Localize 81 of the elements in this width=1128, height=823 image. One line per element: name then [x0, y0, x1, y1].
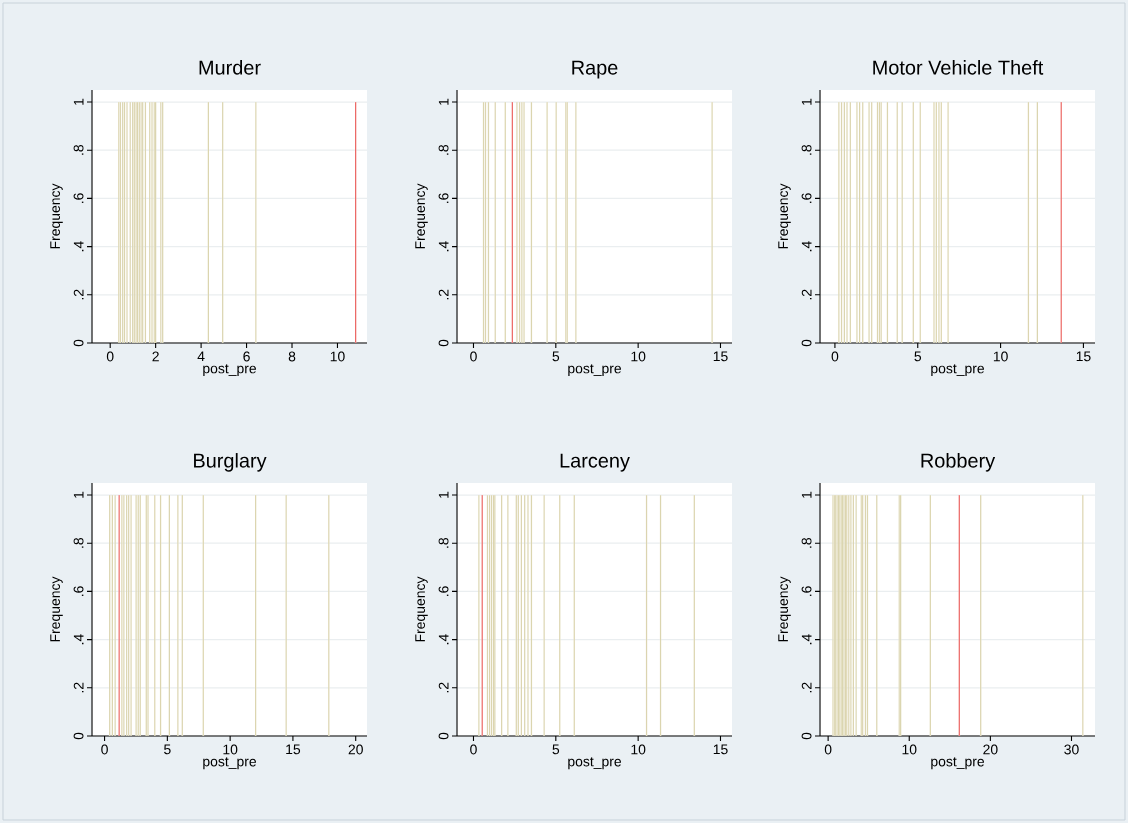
chart-title: Larceny [560, 453, 630, 472]
y-tick-label: .2 [438, 682, 449, 693]
y-tick-label: .8 [438, 145, 449, 155]
y-tick-label: .8 [801, 538, 812, 548]
x-tick-label: 5 [552, 744, 560, 755]
y-tick-label: 1 [73, 491, 84, 498]
y-tick-label: .2 [801, 289, 812, 300]
x-tick-label: 5 [164, 744, 171, 755]
chart-title: Burglary [194, 453, 267, 472]
x-tick-label: 5 [552, 351, 560, 362]
x-tick-label: 8 [288, 351, 296, 362]
x-axis-title: post_pre [931, 757, 985, 770]
x-tick-label: 0 [824, 744, 832, 755]
x-tick-label: 5 [914, 351, 922, 362]
y-tick-label: .4 [438, 634, 449, 645]
y-tick-label: .8 [438, 538, 449, 548]
x-tick-label: 10 [993, 351, 1008, 362]
y-tick-label: .6 [438, 586, 449, 596]
y-axis-title: Frequency [50, 576, 63, 642]
y-tick-label: .2 [801, 682, 812, 693]
x-tick-label: 10 [631, 351, 646, 362]
y-tick-label: .8 [73, 538, 84, 548]
y-tick-label: .2 [438, 289, 449, 300]
x-tick-label: 10 [902, 744, 917, 755]
x-tick-label: 15 [713, 351, 728, 362]
chart-title: Rape [572, 60, 618, 79]
x-axis-title: post_pre [203, 757, 257, 770]
y-tick-label: 1 [801, 98, 812, 105]
x-tick-label: 20 [348, 744, 363, 755]
chart-title: Murder [199, 60, 261, 75]
x-tick-label: 0 [101, 744, 108, 755]
x-axis-title: post_pre [931, 364, 985, 377]
x-axis-title: post_pre [568, 757, 622, 770]
y-tick-label: .4 [73, 634, 84, 645]
y-tick-label: 0 [438, 339, 449, 347]
chart-title: Robbery [921, 453, 996, 472]
x-tick-label: 2 [152, 351, 159, 362]
y-tick-label: 1 [801, 491, 812, 498]
y-tick-label: .6 [801, 586, 812, 596]
y-axis-title: Frequency [415, 576, 428, 642]
y-tick-label: .6 [73, 586, 84, 596]
y-tick-label: .2 [73, 289, 84, 300]
y-axis-title: Frequency [415, 183, 428, 249]
x-tick-label: 30 [1064, 744, 1079, 755]
x-axis-title: post_pre [568, 364, 622, 377]
y-tick-label: .8 [801, 145, 812, 155]
y-tick-label: 0 [73, 339, 84, 347]
x-tick-label: 10 [223, 744, 238, 755]
x-tick-label: 4 [197, 351, 205, 362]
y-tick-label: 1 [438, 491, 449, 498]
x-tick-label: 0 [470, 351, 477, 362]
y-tick-label: 1 [73, 98, 84, 105]
x-axis-title: post_pre [203, 364, 257, 377]
x-tick-label: 0 [470, 744, 477, 755]
x-tick-label: 15 [286, 744, 301, 755]
y-tick-label: .4 [801, 241, 812, 252]
chart-title: Motor Vehicle Theft [873, 60, 1044, 75]
y-tick-label: 0 [73, 732, 84, 740]
y-tick-label: .4 [801, 634, 812, 645]
y-tick-label: .4 [73, 241, 84, 252]
y-axis-title: Frequency [778, 183, 791, 249]
y-tick-label: .6 [438, 193, 449, 203]
y-tick-label: 1 [438, 98, 449, 105]
y-axis-title: Frequency [50, 183, 63, 249]
y-tick-label: 0 [438, 732, 449, 740]
y-tick-label: .2 [73, 682, 84, 693]
y-tick-label: .8 [73, 145, 84, 155]
x-tick-label: 0 [106, 351, 114, 362]
y-tick-label: .6 [801, 193, 812, 203]
x-tick-label: 15 [713, 744, 728, 755]
y-axis-title: Frequency [778, 576, 791, 642]
x-tick-label: 15 [1076, 351, 1091, 362]
x-tick-label: 10 [330, 351, 345, 362]
y-tick-label: 0 [801, 339, 812, 347]
x-tick-label: 0 [831, 351, 839, 362]
x-tick-label: 20 [983, 744, 998, 755]
y-tick-label: 0 [801, 732, 812, 740]
x-tick-label: 10 [631, 744, 646, 755]
y-tick-label: .4 [438, 241, 449, 252]
y-tick-label: .6 [73, 193, 84, 203]
x-tick-label: 6 [243, 351, 250, 362]
